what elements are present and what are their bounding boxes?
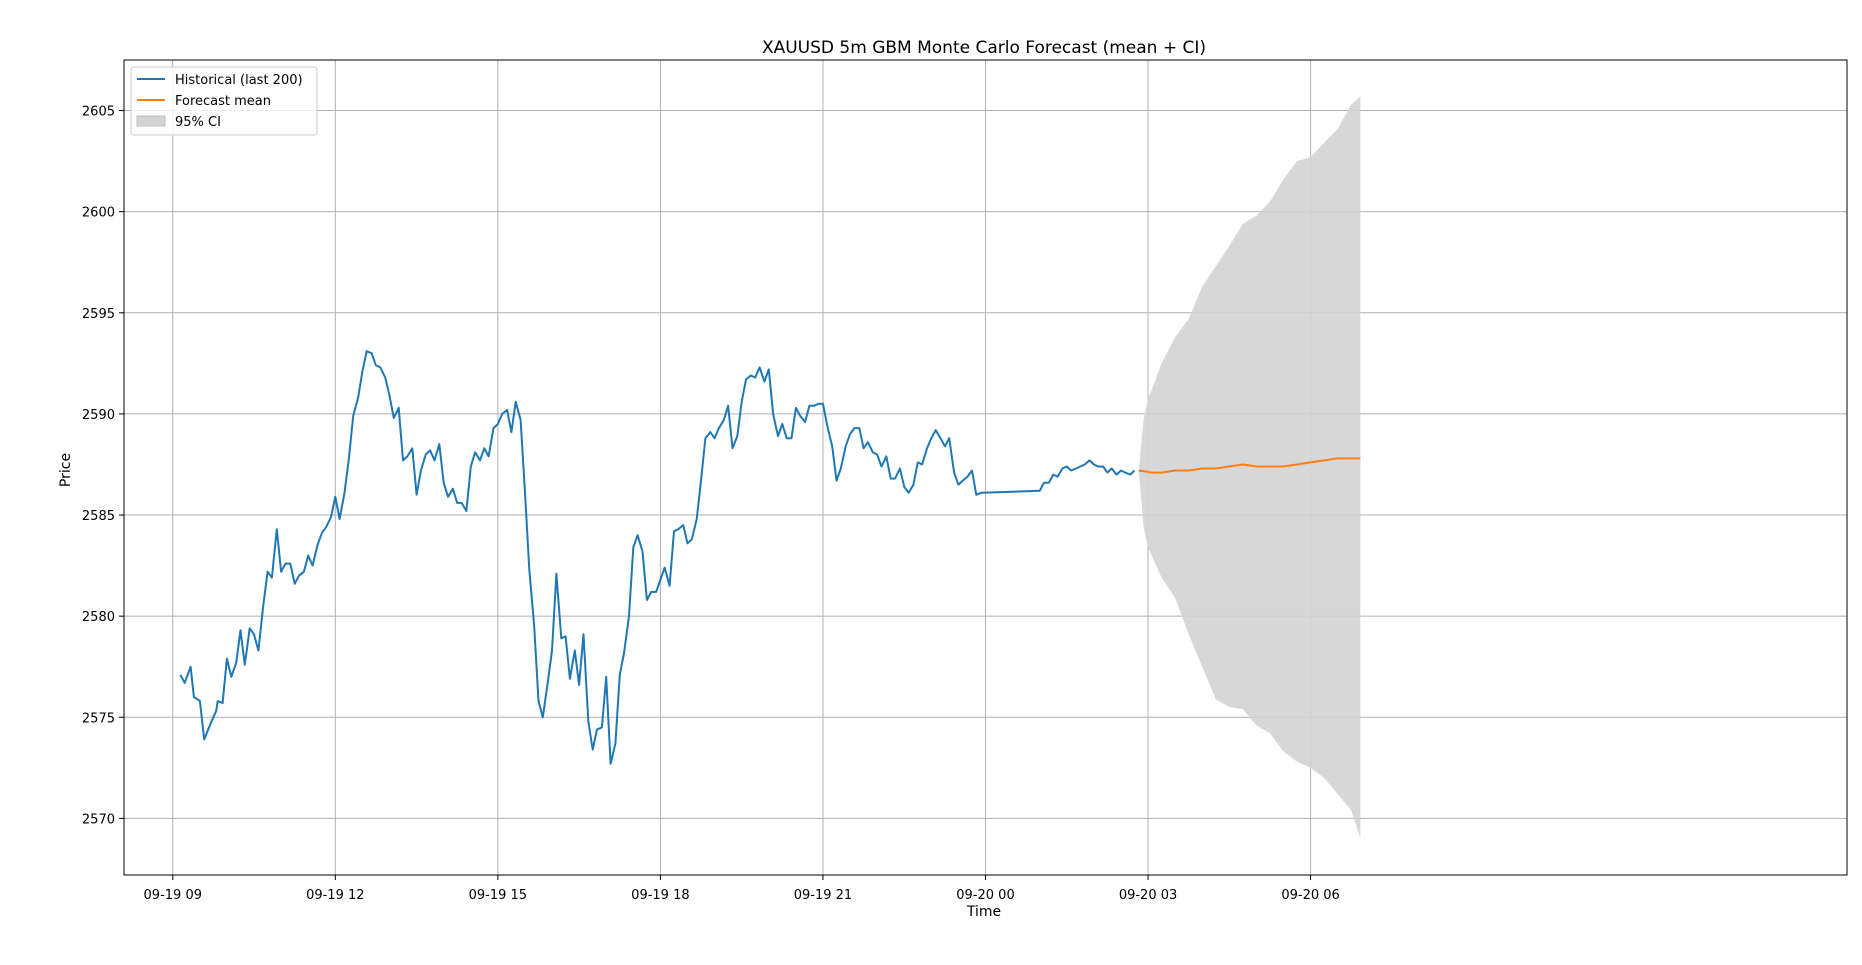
y-tick-label: 2600 xyxy=(82,206,115,221)
historical-series-line xyxy=(179,350,1136,765)
x-tick-label: 09-20 00 xyxy=(956,888,1014,903)
x-tick-label: 09-20 06 xyxy=(1281,888,1339,903)
forecast-mean-line xyxy=(1138,457,1361,474)
ci-layer xyxy=(1138,96,1361,839)
x-axis-label: Time xyxy=(966,904,1001,920)
y-tick-label: 2580 xyxy=(82,610,115,625)
legend-box xyxy=(130,66,318,136)
chart-title: XAUUSD 5m GBM Monte Carlo Forecast (mean… xyxy=(762,38,1206,58)
legend-label-historical: Historical (last 200) xyxy=(175,73,303,88)
x-tick-label: 09-19 15 xyxy=(469,888,527,903)
y-tick-label: 2595 xyxy=(82,307,115,322)
x-tick-label: 09-20 03 xyxy=(1119,888,1177,903)
legend-swatch-ci xyxy=(136,115,166,127)
y-tick-label: 2590 xyxy=(82,408,115,423)
y-grid xyxy=(124,110,1847,819)
y-axis-ticks: 2570 2575 2580 2585 2590 2595 2600 2605 xyxy=(82,105,124,827)
y-tick-label: 2575 xyxy=(82,711,115,726)
y-tick-label: 2570 xyxy=(82,812,115,827)
y-axis-label: Price xyxy=(58,453,74,487)
y-tick-label: 2605 xyxy=(82,105,115,120)
x-tick-label: 09-19 21 xyxy=(794,888,852,903)
legend-label-ci: 95% CI xyxy=(175,115,221,130)
x-tick-label: 09-19 09 xyxy=(144,888,202,903)
legend-label-forecast: Forecast mean xyxy=(175,94,271,109)
legend: Historical (last 200) Forecast mean 95% … xyxy=(130,66,318,136)
ci-band xyxy=(1138,96,1361,839)
x-tick-label: 09-19 12 xyxy=(306,888,364,903)
lines-layer xyxy=(179,350,1361,765)
x-axis-ticks: 09-19 09 09-19 12 09-19 15 09-19 18 09-19 21… xyxy=(144,875,1340,903)
x-tick-label: 09-19 18 xyxy=(631,888,689,903)
y-tick-label: 2585 xyxy=(82,509,115,524)
